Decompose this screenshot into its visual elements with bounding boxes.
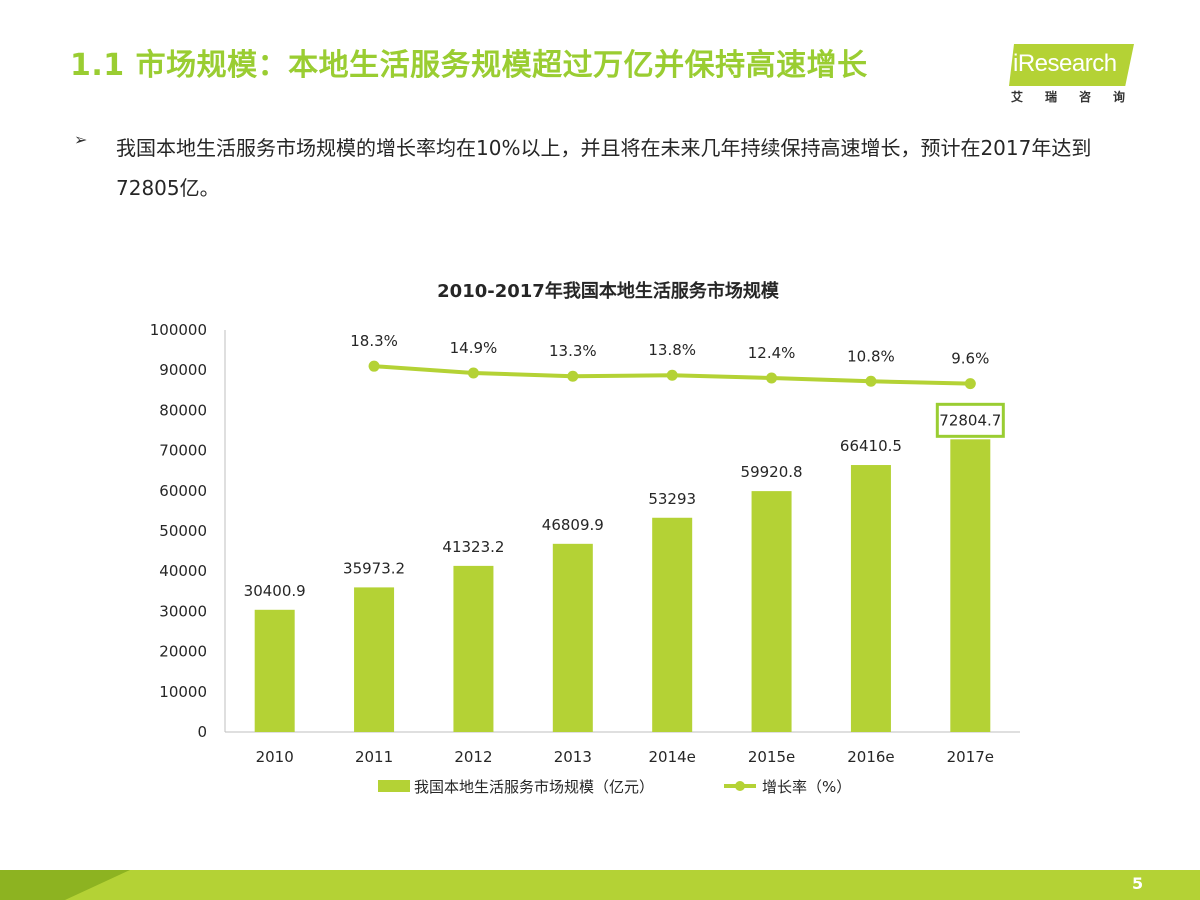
x-tick-label: 2010 [256, 748, 294, 766]
growth-data-label: 13.8% [648, 341, 696, 359]
logo-subtitle: 艾瑞咨询 [1011, 90, 1148, 104]
growth-line-series: 18.3% 14.9% 13.3% 13.8% 12.4% 10.8% 9.6% [350, 332, 989, 390]
y-tick-label: 80000 [159, 401, 207, 419]
chart-legend: 我国本地生活服务市场规模（亿元） 增长率（%） [378, 778, 851, 796]
bar-series [254, 439, 991, 732]
bar-data-label: 72804.7 [939, 411, 1001, 429]
growth-point [865, 375, 877, 387]
y-tick-label: 40000 [159, 562, 207, 580]
bar-data-label: 59920.8 [741, 463, 803, 481]
chart-title: 2010-2017年我国本地生活服务市场规模 [437, 280, 780, 302]
growth-point [964, 378, 976, 390]
y-tick-label: 20000 [159, 643, 207, 661]
page-number: 5 [1132, 874, 1144, 893]
growth-point [766, 372, 778, 384]
iresearch-logo: iResearch 艾瑞咨询 [1005, 42, 1135, 106]
x-tick-label: 2017e [947, 748, 994, 766]
bar [552, 543, 593, 732]
bar-data-label: 41323.2 [442, 538, 504, 556]
x-axis: 2010 2011 2012 2013 2014e 2015e 2016e 2017e [225, 731, 1020, 766]
growth-data-label: 12.4% [748, 344, 796, 362]
legend-bar-swatch [378, 780, 410, 792]
legend-line-label: 增长率（%） [762, 778, 851, 796]
bar-data-label: 46809.9 [542, 516, 604, 534]
legend-bar-label: 我国本地生活服务市场规模（亿元） [414, 778, 654, 796]
y-tick-label: 60000 [159, 482, 207, 500]
x-tick-label: 2014e [648, 748, 695, 766]
x-tick-label: 2015e [748, 748, 795, 766]
y-tick-label: 70000 [159, 442, 207, 460]
x-tick-label: 2011 [355, 748, 393, 766]
x-tick-label: 2012 [454, 748, 492, 766]
bar-data-label: 35973.2 [343, 559, 405, 577]
bar [354, 587, 395, 732]
growth-data-label: 13.3% [549, 342, 597, 360]
growth-data-label: 9.6% [951, 350, 989, 368]
y-tick-label: 100000 [150, 321, 207, 339]
y-tick-label: 0 [197, 723, 207, 741]
bar [254, 609, 295, 732]
x-tick-label: 2016e [847, 748, 894, 766]
y-tick-label: 90000 [159, 361, 207, 379]
y-axis: 0 10000 20000 30000 40000 50000 60000 70000 8000… [150, 321, 226, 741]
growth-point [567, 370, 579, 382]
bar [850, 465, 891, 732]
growth-point [467, 367, 479, 379]
bar [652, 517, 693, 732]
logo-brand: iResearch [1013, 50, 1117, 77]
bar-data-labels: 30400.9 35973.2 41323.2 46809.9 53293 59920.8… [244, 402, 1005, 600]
y-tick-label: 30000 [159, 602, 207, 620]
bar [950, 439, 991, 732]
bar-data-label: 30400.9 [244, 582, 306, 600]
arrow-bullet-icon: ➢ [74, 130, 88, 149]
page-title: 1.1 市场规模：本地生活服务规模超过万亿并保持高速增长 [70, 48, 868, 83]
bar [453, 565, 494, 732]
y-tick-label: 10000 [159, 683, 207, 701]
bar-data-label: 66410.5 [840, 437, 902, 455]
growth-data-label: 14.9% [450, 339, 498, 357]
growth-point [368, 360, 380, 372]
legend-line-marker [735, 781, 745, 791]
growth-data-label: 10.8% [847, 347, 895, 365]
bar-data-label: 53293 [648, 490, 696, 508]
highlight-box [935, 402, 1005, 438]
growth-data-label: 18.3% [350, 332, 398, 350]
x-tick-label: 2013 [554, 748, 592, 766]
footer-stripe [0, 870, 1200, 900]
bullet-text: 我国本地生活服务市场规模的增长率均在10%以上，并且将在未来几年持续保持高速增长… [116, 136, 1092, 200]
logo-banner [1009, 44, 1134, 86]
growth-point [666, 369, 678, 381]
bar [751, 491, 792, 732]
y-tick-label: 50000 [159, 522, 207, 540]
